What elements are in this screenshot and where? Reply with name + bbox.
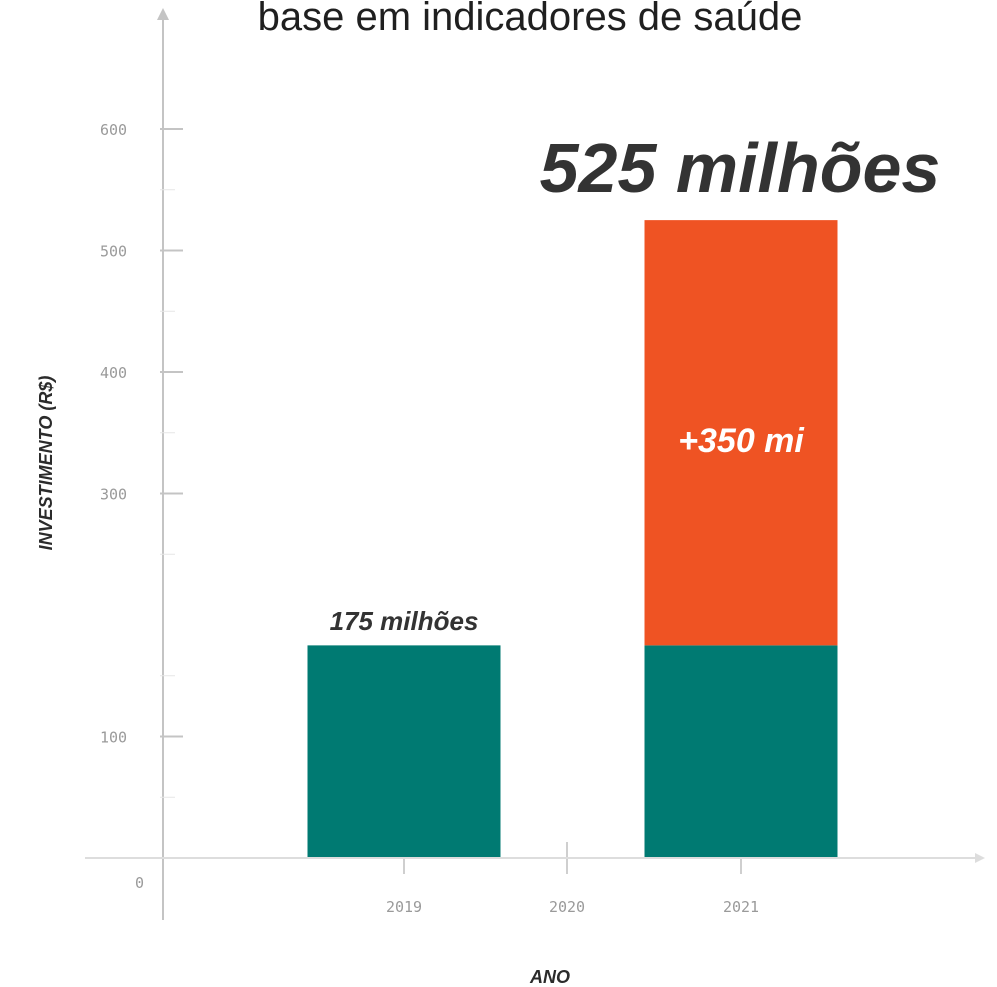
bar-2019-series-1 <box>307 645 501 858</box>
bars <box>307 220 838 858</box>
y-tick-label-600: 600 <box>100 121 127 139</box>
y-tick-label-500: 500 <box>100 243 127 261</box>
y-tick-label-400: 400 <box>100 364 127 382</box>
y-axis-label: INVESTIMENTO (R$) <box>36 376 56 551</box>
y-ticks: 0 100 300 400 500 600 <box>100 121 183 892</box>
y-tick-label-100: 100 <box>100 729 127 747</box>
y-tick-label-300: 300 <box>100 486 127 504</box>
y-tick-label-0: 0 <box>135 874 144 892</box>
data-label-2021-total: 525 milhões <box>540 129 941 207</box>
bar-2021-series-2 <box>644 220 838 646</box>
x-axis-label: ANO <box>529 967 570 987</box>
x-tick-label-2021: 2021 <box>723 898 759 916</box>
x-axis <box>85 853 985 863</box>
y-axis <box>157 8 169 920</box>
x-axis-arrow-icon <box>975 853 985 863</box>
data-label-2021-segment: +350 mi <box>678 422 805 460</box>
x-tick-label-2020: 2020 <box>549 898 585 916</box>
bar-2021-series-1 <box>644 645 838 858</box>
data-label-2019: 175 milhões <box>330 606 479 636</box>
x-tick-label-2019: 2019 <box>386 898 422 916</box>
y-axis-arrow-icon <box>157 8 169 20</box>
chart-title: base em indicadores de saúde <box>258 0 803 39</box>
